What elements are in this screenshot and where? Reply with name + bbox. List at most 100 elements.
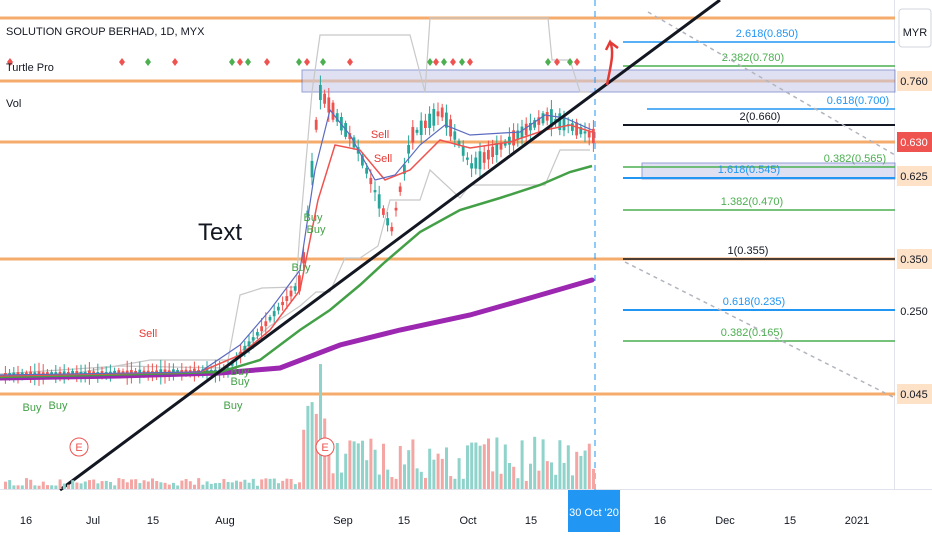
indicator-turtle-pro[interactable]: Turtle Pro [6,62,54,74]
volume-bar [155,480,159,489]
candle [432,108,436,126]
volume-bar [247,482,251,489]
candle [310,160,314,178]
price-tag-bg [897,301,932,321]
signal-diamond [172,58,178,66]
volume-bars [4,364,595,489]
x-tick-label: 15 [147,515,159,527]
candle [398,186,402,192]
signal-diamond [119,58,125,66]
candle [537,117,541,125]
candle [323,93,326,104]
volume-bar [172,482,175,489]
volume-bar [142,480,146,489]
signal-diamond [7,58,13,66]
x-tick-label: Sep [333,515,353,527]
volume-bar [16,485,20,489]
ma-50-line [0,164,593,379]
x-tick-label: 16 [20,515,32,527]
volume-bar [289,478,293,489]
volume-bar [121,479,125,489]
volume-bar [100,481,104,489]
volume-bar [440,458,444,489]
candle [474,157,478,169]
candle [516,130,520,140]
volume-bar [453,478,457,489]
volume-bar [293,484,297,489]
volume-bar [230,482,234,489]
candle [424,120,427,129]
candle [268,316,272,321]
volume-bar [348,440,352,489]
volume-bar [520,440,524,489]
candle [587,130,591,138]
fib-label: 2.618(0.850) [736,28,798,40]
volume-bar [344,453,348,489]
volume-bar [117,478,121,489]
candle [529,122,532,131]
candle [579,127,583,135]
volume-bar [356,443,360,489]
annotation-text: Text [198,219,242,246]
fib-label: 0.382(0.565) [824,153,886,165]
volume-bar [184,479,188,489]
volume-bar [306,405,310,489]
volume-bar [20,485,24,489]
candle [289,290,293,297]
volume-bar [159,482,163,489]
fib-label: 1(0.355) [728,245,769,257]
x-tick-label: 15 [784,515,796,527]
volume-bar [92,479,96,489]
candle [520,126,524,138]
volume-bar [298,482,301,489]
volume-bar [222,479,226,489]
volume-bar [37,485,41,489]
candle [327,97,331,113]
volume-bar [302,429,306,489]
fib-label: 0.618(0.700) [827,95,889,107]
x-tick-label: Oct [459,515,476,527]
volume-bar [310,402,314,489]
price-label: 0.625 [900,171,928,183]
ma-10-line [0,108,593,376]
currency-box [898,8,932,48]
candle [264,321,268,327]
volume-bar [188,481,192,489]
earnings-label: E [321,442,328,454]
volume-bar [125,482,129,489]
x-tick-label: 15 [525,515,537,527]
candle [562,116,566,131]
x-tick-label: 16 [654,515,666,527]
volume-bar [394,478,398,489]
candle [533,120,536,128]
volume-bar [96,483,100,489]
candle [247,341,251,347]
symbol-title[interactable]: SOLUTION GROUP BERHAD, 1D, MYX [6,26,205,38]
price-label: 0.350 [900,254,928,266]
volume-bar [583,450,587,489]
x-tick-label: Aug [215,515,235,527]
volume-bar [508,463,511,489]
volume-bar [365,460,369,489]
volume-bar [113,485,117,489]
signal-diamond [347,58,353,66]
signal-diamond [427,58,433,66]
volume-bar [562,462,566,489]
volume-bar [415,468,419,489]
ma-20-line [0,124,593,377]
fib-label: 1.382(0.470) [721,196,783,208]
candle [428,113,431,128]
candle [407,145,410,154]
x-tick-label: 15 [398,515,410,527]
candle [583,131,587,134]
volume-bar [163,482,167,489]
candle [272,311,276,317]
signal-label: Buy [231,366,250,378]
signal-label: Buy [49,400,68,412]
volume-bar [260,479,264,489]
indicator-volume[interactable]: Vol [6,98,22,110]
volume-bar [176,485,180,489]
candle [348,133,352,140]
